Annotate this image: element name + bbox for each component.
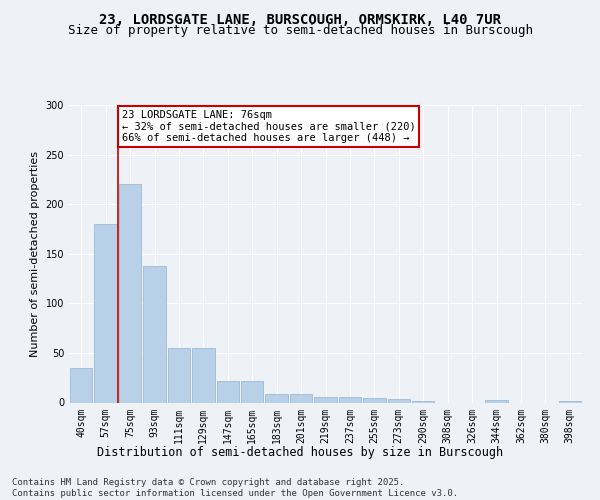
Bar <box>338 396 361 402</box>
Text: Distribution of semi-detached houses by size in Burscough: Distribution of semi-detached houses by … <box>97 446 503 459</box>
Text: Size of property relative to semi-detached houses in Burscough: Size of property relative to semi-detach… <box>67 24 533 37</box>
Bar <box>363 398 386 402</box>
Bar <box>559 400 581 402</box>
Bar <box>241 380 263 402</box>
Text: Contains HM Land Registry data © Crown copyright and database right 2025.
Contai: Contains HM Land Registry data © Crown c… <box>12 478 458 498</box>
Y-axis label: Number of semi-detached properties: Number of semi-detached properties <box>30 151 40 357</box>
Bar <box>167 348 190 403</box>
Bar <box>265 394 288 402</box>
Bar <box>217 380 239 402</box>
Bar <box>143 266 166 402</box>
Text: 23, LORDSGATE LANE, BURSCOUGH, ORMSKIRK, L40 7UR: 23, LORDSGATE LANE, BURSCOUGH, ORMSKIRK,… <box>99 12 501 26</box>
Bar <box>485 400 508 402</box>
Bar <box>314 396 337 402</box>
Bar <box>119 184 142 402</box>
Bar <box>412 400 434 402</box>
Bar <box>388 398 410 402</box>
Bar <box>192 348 215 403</box>
Bar <box>290 394 313 402</box>
Bar <box>94 224 117 402</box>
Bar <box>70 368 92 402</box>
Text: 23 LORDSGATE LANE: 76sqm
← 32% of semi-detached houses are smaller (220)
66% of : 23 LORDSGATE LANE: 76sqm ← 32% of semi-d… <box>122 110 415 143</box>
